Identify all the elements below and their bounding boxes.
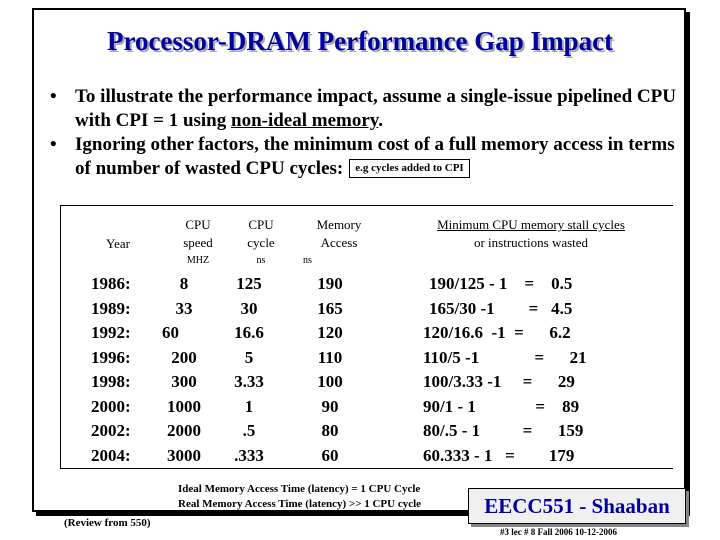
review-note: (Review from 550) [64, 517, 151, 529]
cycles-note-box: e.g cycles added to CPI [349, 159, 470, 179]
latency-note-ideal: Ideal Memory Access Time (latency) = 1 C… [178, 483, 421, 495]
bullet-1-underline: non-ideal memory [231, 110, 379, 131]
bullet-dot: • [50, 86, 57, 107]
slide-frame [32, 8, 686, 512]
header-stall-line2: or instructions wasted [473, 235, 589, 250]
cpu-speed-cell: 3000 [167, 445, 201, 465]
memory-access-cell: 190 [317, 274, 343, 293]
stall-cycles-cell: 120/16.6 -1 = 6.2 [423, 323, 571, 342]
cpu-speed-cell: 2000 [167, 421, 201, 440]
cpu-speed-cell: 200 [171, 347, 197, 367]
cpu-cycle-cell: .333 [234, 445, 264, 465]
header-cpu-speed-unit: MHZ [186, 255, 210, 266]
cpu-cycle-column: 125 30 16.6 5 3.33 1 .5 .333 [221, 272, 277, 468]
stall-cycles-cell: 60.333 - 1 = 179 [423, 445, 575, 465]
memory-access-column: 190 165 120 110 100 90 80 60 [301, 272, 359, 468]
year-cell: 2004: [91, 445, 131, 465]
slide-footer: #3 lec # 8 Fall 2006 10-12-2006 [500, 527, 617, 537]
data-table: Year CPU speed MHZ CPU cycle ns Memory A… [60, 205, 673, 469]
header-memory-access-unit: ns [303, 255, 312, 266]
header-memory-access: Memory Access ns [299, 216, 379, 270]
year-cell: 2002: [91, 421, 131, 440]
header-cpu-speed-line2: speed [183, 235, 213, 250]
bullet-1-text: To illustrate the performance impact, as… [75, 86, 676, 131]
cpu-speed-column: 8 33 60 200 300 1000 2000 3000 [157, 272, 211, 468]
cpu-cycle-cell: .5 [242, 421, 256, 440]
bullet-1-end: . [378, 110, 383, 131]
header-memory-access-line1: Memory [316, 217, 362, 232]
header-memory-access-line2: Access [320, 235, 358, 250]
header-stall-line1: Minimum CPU memory stall cycles [437, 217, 625, 232]
slide-title: Processor-DRAM Performance Gap Impact [106, 26, 614, 56]
bullet-dot: • [50, 134, 57, 155]
header-cpu-cycle-line1: CPU [248, 217, 274, 232]
memory-access-cell: 100 [317, 372, 343, 391]
cpu-cycle-cell: 125 [236, 274, 262, 293]
header-stall-cycles: Minimum CPU memory stall cycles or instr… [403, 216, 659, 252]
cpu-cycle-cell: 30 [240, 298, 258, 318]
bullet-2: • Ignoring other factors, the minimum co… [50, 133, 690, 181]
memory-access-cell: 120 [317, 323, 343, 342]
header-cpu-speed-line1: CPU [185, 217, 211, 232]
cpu-cycle-cell: 5 [244, 347, 254, 367]
stall-cycles-cell: 100/3.33 -1 = 29 [423, 372, 575, 391]
cpu-speed-cell: 1000 [167, 396, 201, 416]
cpu-cycle-cell: 3.33 [234, 372, 264, 391]
stall-cycles-cell: 190/125 - 1 = 0.5 [429, 274, 573, 293]
header-year: Year [106, 236, 130, 251]
header-cpu-speed: CPU speed MHZ [163, 216, 233, 270]
year-cell: 1989: [91, 298, 131, 318]
memory-access-cell: 60 [321, 445, 339, 465]
year-cell: 1996: [91, 347, 131, 367]
cpu-speed-cell: 8 [179, 274, 189, 293]
memory-access-cell: 165 [317, 298, 343, 318]
year-column: 1986: 1989: 1992: 1996: 1998: 2000: 2002… [91, 272, 151, 468]
cpu-speed-cell: 60 [162, 323, 179, 342]
year-cell: 1986: [91, 274, 131, 293]
course-badge: EECC551 - Shaaban [468, 488, 686, 524]
stall-cycles-cell: 165/30 -1 = 4.5 [429, 298, 573, 318]
stall-cycles-cell: 90/1 - 1 = 89 [423, 396, 580, 416]
year-cell: 2000: [91, 396, 131, 416]
bullet-1: • To illustrate the performance impact, … [50, 85, 690, 133]
memory-access-cell: 80 [321, 421, 339, 440]
header-cpu-cycle-unit: ns [256, 255, 266, 266]
latency-note-real: Real Memory Access Time (latency) >> 1 C… [178, 498, 422, 510]
bullet-list: • To illustrate the performance impact, … [50, 85, 690, 181]
cpu-speed-cell: 300 [171, 372, 197, 391]
memory-access-cell: 90 [321, 396, 339, 416]
latency-note: Ideal Memory Access Time (latency) = 1 C… [178, 482, 421, 512]
header-cpu-cycle: CPU cycle ns [226, 216, 296, 270]
stall-cycles-column: 190/125 - 1 = 0.5 165/30 -1 = 4.5 120/16… [423, 272, 663, 468]
stall-cycles-cell: 110/5 -1 = 21 [423, 347, 587, 367]
header-cpu-cycle-line2: cycle [247, 235, 275, 250]
memory-access-cell: 110 [317, 347, 343, 367]
stall-cycles-cell: 80/.5 - 1 = 159 [423, 421, 584, 440]
year-cell: 1992: [91, 323, 131, 342]
cpu-cycle-cell: 16.6 [234, 323, 264, 342]
bullet-2-text: Ignoring other factors, the minimum cost… [75, 134, 675, 179]
year-cell: 1998: [91, 372, 131, 391]
cpu-speed-cell: 33 [175, 298, 193, 318]
cpu-cycle-cell: 1 [244, 396, 254, 416]
